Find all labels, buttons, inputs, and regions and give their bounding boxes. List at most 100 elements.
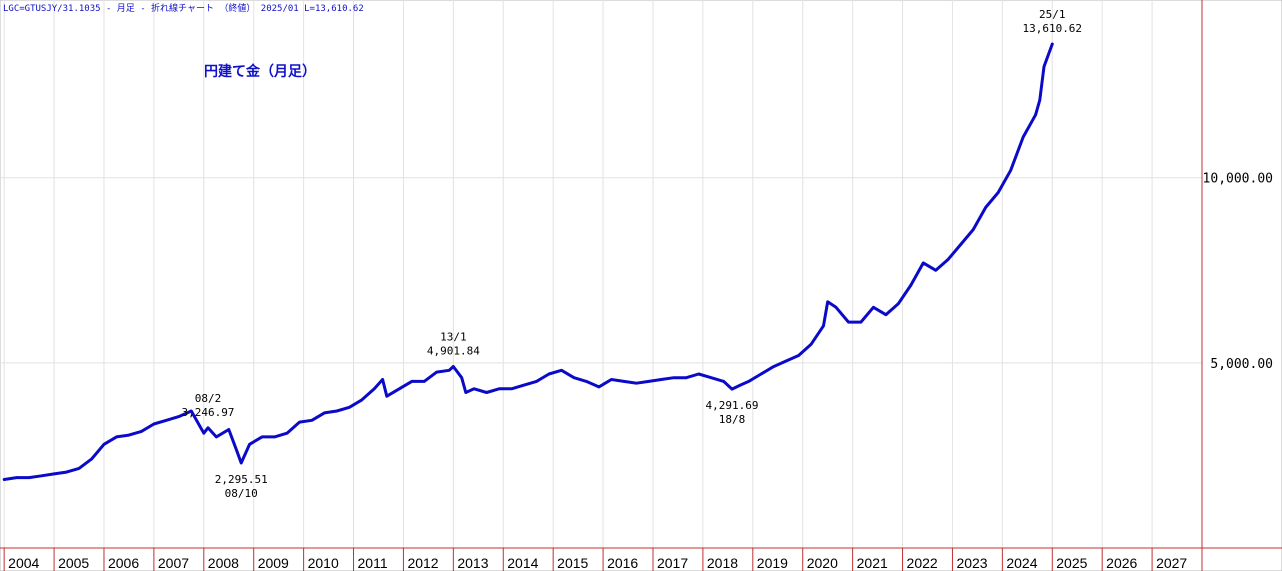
data-point [834,306,838,309]
data-point [685,376,688,379]
data-point [1042,65,1046,68]
x-tick-label: 2009 [258,555,289,571]
data-point [497,387,501,390]
chart-title: 円建て金（月足） [204,63,316,80]
data-point [1051,42,1054,46]
x-tick-label: 2004 [8,555,39,571]
x-tick-label: 2018 [707,555,738,571]
data-point [547,372,551,376]
data-point [448,369,451,372]
x-tick-label: 2019 [757,555,788,571]
data-point [884,313,888,316]
x-tick-label: 2007 [158,555,189,571]
y-tick-label: 10,000.00 [1203,172,1273,187]
data-point [385,395,388,398]
data-point [647,380,650,383]
x-tick-label: 2022 [907,555,938,571]
x-tick-label: 2015 [557,555,588,571]
x-tick-label: 2012 [407,555,438,571]
data-point [472,387,476,390]
data-point [90,457,93,461]
data-point [298,420,301,424]
x-tick-label: 2010 [308,555,339,571]
data-point [759,372,763,376]
chart-header: LGC=GTUSJY/31.1035 - 月足 - 折れ線チャート （終値） 2… [3,2,364,14]
data-point [227,428,230,431]
annotation-label: 4,901.84 [427,344,480,357]
data-point [560,369,563,372]
data-point [535,380,538,383]
data-point [115,435,118,439]
data-point [373,387,376,390]
x-tick-label: 2023 [956,555,987,571]
data-point [1034,113,1037,117]
data-point [826,300,829,303]
data-point [360,398,363,402]
data-point [127,433,131,437]
data-point [997,191,1000,194]
data-point [822,324,825,327]
data-point [335,409,339,413]
data-point [348,406,351,409]
data-point [859,320,863,324]
data-point [460,376,463,379]
data-point [585,380,588,383]
data-point [747,380,750,383]
data-point [697,372,700,376]
data-point [381,378,384,381]
series-line [2,42,1054,481]
data-point [190,409,193,413]
x-tick-label: 2017 [657,555,688,571]
data-point [165,419,168,422]
data-point [710,376,713,379]
data-point [152,422,156,426]
data-point [177,415,180,418]
x-tick-label: 2016 [607,555,638,571]
annotation-label: 2,295.51 [215,473,268,486]
x-tick-label: 2011 [358,555,388,571]
data-point [310,419,314,422]
annotation-label: 13/1 [440,330,467,343]
data-point [972,228,975,231]
data-point [797,354,800,357]
data-point [285,432,289,435]
x-tick-label: 2008 [208,555,239,571]
data-point [672,376,675,379]
data-point [934,269,937,272]
data-point [273,435,276,439]
data-point [40,474,43,477]
data-point [730,387,734,391]
grid [0,0,1202,548]
x-tick-label: 2026 [1106,555,1137,571]
data-point [1009,169,1012,172]
data-point [635,382,638,385]
x-tick-label: 2020 [807,555,838,571]
annotation-label: 3,246.97 [181,406,234,419]
data-point [215,435,218,439]
data-point [15,476,18,479]
data-point [722,380,725,383]
data-point [102,443,106,446]
annotation-label: 18/8 [719,413,746,426]
y-tick-label: 5,000.00 [1210,357,1273,372]
data-point [452,365,455,368]
data-point [260,435,264,439]
data-point [423,380,426,383]
data-point [610,378,613,381]
data-point [597,385,601,389]
annotation-label: 13,610.62 [1022,22,1082,35]
data-point [410,380,413,383]
data-point [398,387,401,390]
data-point [140,430,143,433]
x-tick-label: 2014 [507,555,538,571]
data-points [2,42,1054,481]
data-point [897,302,900,305]
data-point [65,470,68,474]
x-tick-label: 2027 [1156,555,1187,571]
x-axis-ticks: 2004 2005 2006 2007 2008 2009 2010 2011 2012 2013… [3,548,1187,571]
annotation-label: 25/1 [1039,8,1066,21]
data-point [1022,135,1025,139]
data-point [522,383,526,387]
